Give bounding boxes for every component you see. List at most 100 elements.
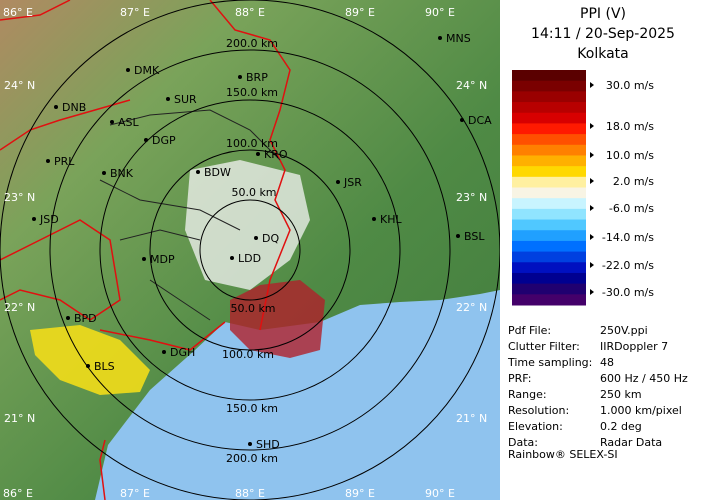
longitude-label: 89° E xyxy=(345,487,375,500)
station-label: BSL xyxy=(464,230,485,243)
station-label: BDW xyxy=(204,166,231,179)
longitude-label: 87° E xyxy=(120,487,150,500)
station-label: DCA xyxy=(468,114,492,127)
longitude-label: 88° E xyxy=(235,6,265,19)
legend-label: -22.0 m/s xyxy=(602,259,654,272)
range-label: 50.0 km xyxy=(230,302,275,315)
range-label: 50.0 km xyxy=(231,186,276,199)
station-dot xyxy=(162,350,166,354)
station-label: BLS xyxy=(94,360,115,373)
longitude-label: 90° E xyxy=(425,6,455,19)
header-station: Kolkata xyxy=(577,46,628,62)
info-value: 1.000 km/pixel xyxy=(600,404,682,417)
station-label: MDP xyxy=(150,253,175,266)
latitude-label: 22° N xyxy=(4,301,35,314)
legend-label: 30.0 m/s xyxy=(606,79,654,92)
colorbar xyxy=(512,70,586,306)
station-label: DGP xyxy=(152,134,176,147)
station-label: LDD xyxy=(238,252,261,265)
legend-arrow xyxy=(590,205,594,211)
station-label: KRO xyxy=(264,148,288,161)
info-value: 0.2 deg xyxy=(600,420,642,433)
station-dot xyxy=(248,442,252,446)
info-key: Elevation: xyxy=(508,420,563,433)
color-step xyxy=(512,198,586,210)
station-dot xyxy=(142,257,146,261)
info-value: 48 xyxy=(600,356,614,369)
info-key: PRF: xyxy=(508,372,531,385)
color-step xyxy=(512,166,586,178)
color-step xyxy=(512,219,586,231)
longitude-label: 87° E xyxy=(120,6,150,19)
color-step xyxy=(512,134,586,146)
district-border xyxy=(99,109,281,321)
station-dot xyxy=(372,217,376,221)
map xyxy=(0,0,500,500)
longitude-label: 88° E xyxy=(235,487,265,500)
legend-label: -6.0 m/s xyxy=(609,202,654,215)
legend-arrow xyxy=(590,152,594,158)
legend-arrow xyxy=(590,234,594,240)
border xyxy=(0,0,291,500)
station-label: DQ xyxy=(262,232,279,245)
station-dot xyxy=(32,217,36,221)
latitude-label: 24° N xyxy=(4,79,35,92)
color-step xyxy=(512,251,586,263)
legend-label: -14.0 m/s xyxy=(602,231,654,244)
range-label: 200.0 km xyxy=(226,37,278,50)
range-label: 100.0 km xyxy=(226,137,278,150)
color-step xyxy=(512,155,586,167)
header-title: PPI (V) xyxy=(580,6,626,22)
info-value: Radar Data xyxy=(600,436,662,449)
longitude-label: 86° E xyxy=(3,6,33,19)
legend-arrow xyxy=(590,289,594,295)
color-step xyxy=(512,272,586,285)
station-dot xyxy=(86,364,90,368)
longitude-label: 89° E xyxy=(345,6,375,19)
footer: Rainbow® SELEX-SI xyxy=(508,448,618,461)
station-label: MNS xyxy=(446,32,471,45)
latitude-label: 22° N xyxy=(456,301,487,314)
range-label: 200.0 km xyxy=(226,452,278,465)
info-key: Resolution: xyxy=(508,404,569,417)
range-rings xyxy=(0,0,500,500)
color-step xyxy=(512,102,586,114)
station-dot xyxy=(256,152,260,156)
legend-arrow xyxy=(590,178,594,184)
legend-label: 10.0 m/s xyxy=(606,149,654,162)
info-key: Data: xyxy=(508,436,538,449)
info-value: 250 km xyxy=(600,388,642,401)
station-dot xyxy=(254,236,258,240)
latitude-label: 21° N xyxy=(456,412,487,425)
station-dot xyxy=(456,234,460,238)
color-step xyxy=(512,187,586,199)
color-step xyxy=(512,240,586,253)
sea xyxy=(95,290,500,500)
color-step xyxy=(512,144,586,156)
legend-label: -30.0 m/s xyxy=(602,286,654,299)
latitude-label: 24° N xyxy=(456,79,487,92)
station-label: JSD xyxy=(39,213,59,226)
legend-arrow xyxy=(590,82,594,88)
station-dot xyxy=(230,256,234,260)
color-step xyxy=(512,176,586,188)
station-label: DNB xyxy=(62,101,86,114)
range-label: 150.0 km xyxy=(226,402,278,415)
station-dot xyxy=(238,75,242,79)
color-step xyxy=(512,112,586,124)
station-label: BRP xyxy=(246,71,268,84)
station-dot xyxy=(438,36,442,40)
info-key: Range: xyxy=(508,388,547,401)
station-label: BPD xyxy=(74,312,97,325)
station-dot xyxy=(102,171,106,175)
info-key: Pdf File: xyxy=(508,324,551,337)
station-dot xyxy=(126,68,130,72)
station-dot xyxy=(46,159,50,163)
latitude-label: 23° N xyxy=(4,191,35,204)
latitude-label: 23° N xyxy=(456,191,487,204)
legend-label: 18.0 m/s xyxy=(606,120,654,133)
range-label: 150.0 km xyxy=(226,86,278,99)
color-step xyxy=(512,123,586,135)
legend-label: 2.0 m/s xyxy=(613,175,654,188)
